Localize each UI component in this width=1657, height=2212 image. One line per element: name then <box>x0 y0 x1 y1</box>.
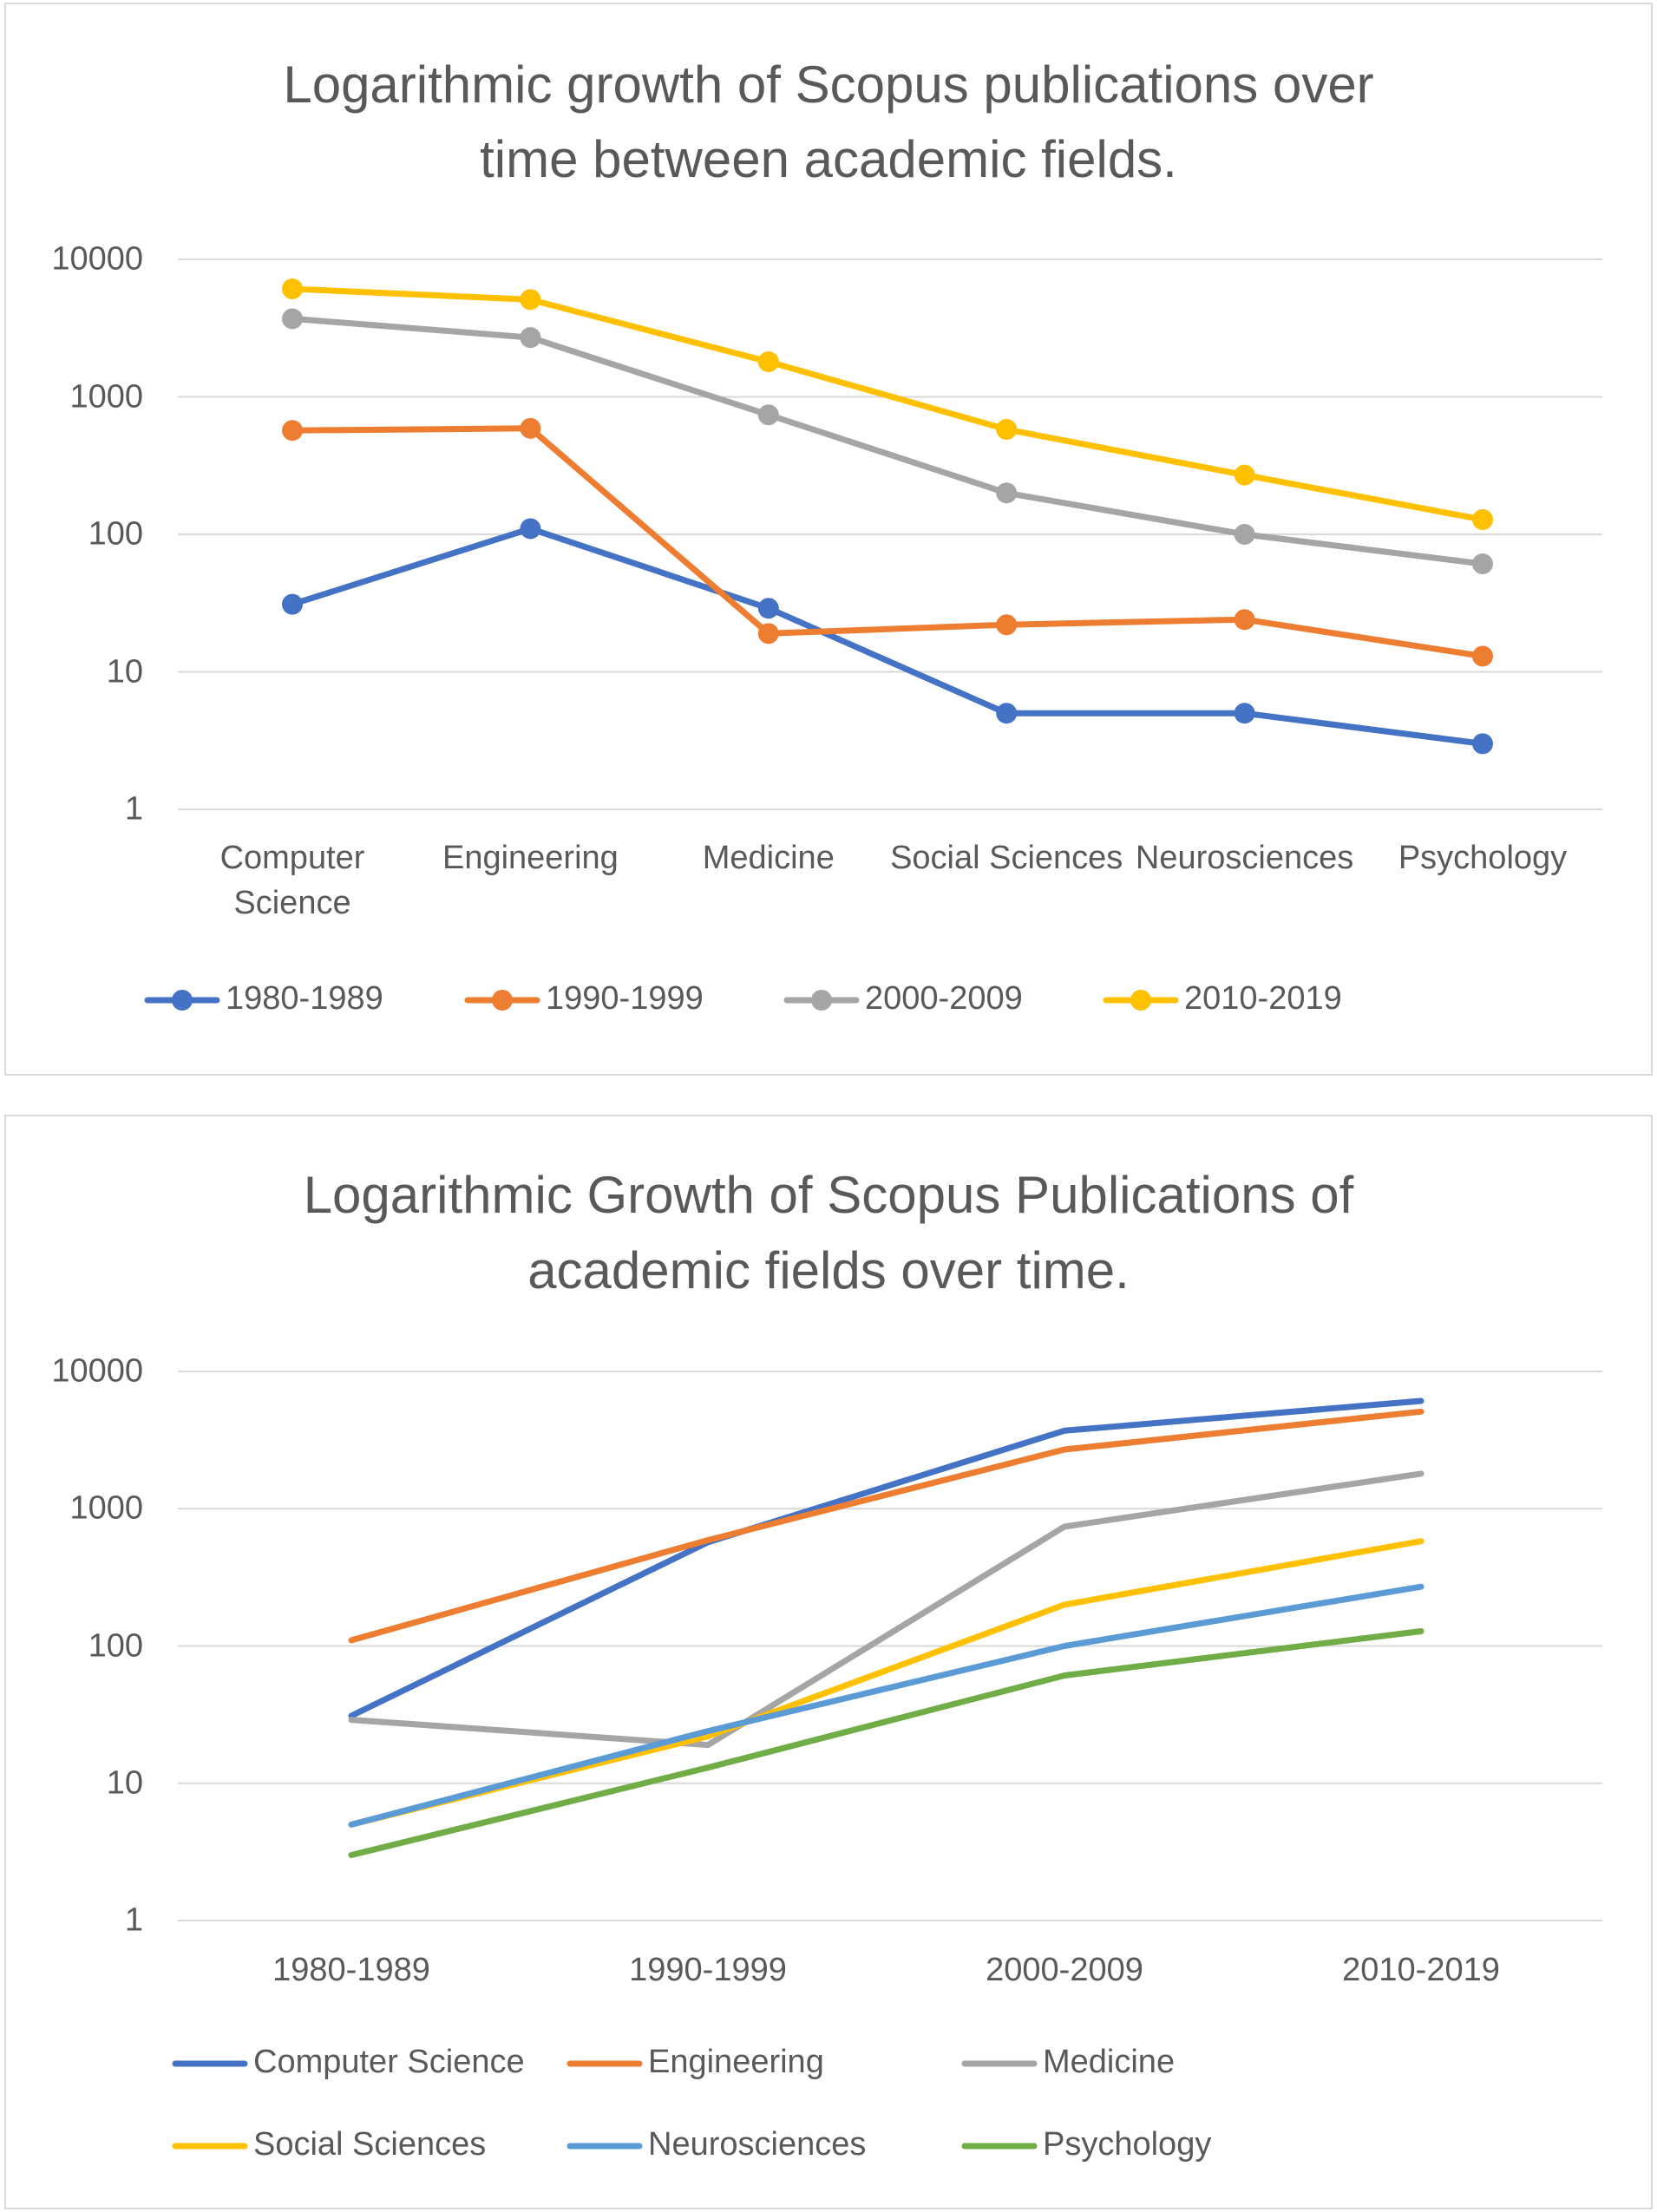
series-line-computer-science <box>348 1397 1424 1719</box>
y-tick-label: 1 <box>124 1901 143 1939</box>
data-point <box>520 417 541 439</box>
data-point <box>1234 703 1255 724</box>
y-tick-label: 1000 <box>69 378 143 415</box>
x-tick-label-line: Social Sciences <box>890 840 1123 876</box>
chart-panel-1: Logarithmic growth of Scopus publication… <box>4 3 1653 1076</box>
x-tick-label: 1980-1989 <box>230 1947 473 1993</box>
data-point <box>1472 509 1493 531</box>
series-line-medicine <box>348 1470 1424 1749</box>
x-tick-label: Computer Science <box>171 835 414 926</box>
x-tick-label: 2000-2009 <box>943 1947 1186 1993</box>
y-tick-label: 100 <box>88 515 143 553</box>
legend-marker <box>172 990 193 1011</box>
x-tick-label-line: Medicine <box>702 840 835 876</box>
x-tick-label-line: Psychology <box>1398 840 1568 876</box>
legend-label: Computer Science <box>253 2044 525 2080</box>
series-line-1980-1989 <box>289 525 1486 747</box>
series-line-2000-2009 <box>289 315 1486 567</box>
x-tick-label: Psychology <box>1361 835 1604 880</box>
data-point <box>996 614 1018 636</box>
y-tick-label: 10000 <box>51 1352 143 1390</box>
data-point <box>996 482 1018 504</box>
legend-marker <box>492 990 513 1011</box>
chart-plot-area <box>172 1371 1602 2150</box>
data-point <box>282 420 303 442</box>
data-point <box>282 278 303 300</box>
chart-title-line: academic fields over time. <box>527 1241 1130 1299</box>
data-point <box>757 404 779 426</box>
series-line-2010-2019 <box>289 285 1486 523</box>
data-point <box>520 518 541 540</box>
legend-marker <box>1130 990 1151 1011</box>
data-point <box>1234 609 1255 631</box>
chart-plot-area <box>144 259 1602 1011</box>
legend-label: Neurosciences <box>648 2126 867 2163</box>
x-tick-label-line: 1990-1999 <box>629 1952 787 1988</box>
y-tick-label: 1000 <box>69 1489 143 1527</box>
y-tick-label: 10 <box>106 1764 143 1802</box>
data-point <box>1234 464 1255 486</box>
data-point <box>1472 733 1493 755</box>
x-tick-label-line: 2000-2009 <box>986 1952 1143 1988</box>
y-tick-label: 10000 <box>51 240 143 278</box>
x-tick-label: Medicine <box>647 835 890 880</box>
x-tick-label-line: Science <box>233 885 351 921</box>
series-line-1990-1999 <box>289 425 1486 659</box>
chart-title-line: time between academic fields. <box>480 130 1177 188</box>
x-tick-label-line: 2010-2019 <box>1342 1952 1500 1988</box>
data-point <box>996 703 1018 724</box>
y-tick-label: 10 <box>106 653 143 690</box>
x-tick-label: Engineering <box>409 835 652 880</box>
x-tick-label-line: Engineering <box>442 840 619 876</box>
legend-label: Social Sciences <box>253 2126 487 2163</box>
series-line-neurosciences <box>348 1583 1424 1828</box>
data-point <box>520 327 541 349</box>
data-point <box>757 351 779 373</box>
series-line-engineering <box>348 1408 1424 1644</box>
data-point <box>996 418 1018 440</box>
legend-label: 1980-1989 <box>226 980 383 1017</box>
legend-label: Engineering <box>648 2044 824 2080</box>
chart-title-line: Logarithmic Growth of Scopus Publication… <box>303 1166 1354 1224</box>
legend-label: 1990-1999 <box>546 980 704 1017</box>
data-point <box>1472 645 1493 667</box>
legend-label: Psychology <box>1043 2126 1212 2163</box>
chart-panel-2: Logarithmic Growth of Scopus Publication… <box>4 1115 1653 2209</box>
legend-label: Medicine <box>1043 2044 1176 2080</box>
x-tick-label: 1990-1999 <box>586 1947 829 1993</box>
x-tick-label: Neurosciences <box>1123 835 1366 880</box>
legend-marker <box>811 990 832 1011</box>
y-tick-label: 100 <box>88 1627 143 1664</box>
data-point <box>282 593 303 615</box>
x-tick-label-line: Computer <box>219 840 365 876</box>
data-point <box>757 623 779 645</box>
x-tick-label: 2010-2019 <box>1300 1947 1542 1993</box>
x-tick-label: Social Sciences <box>885 835 1128 880</box>
legend-label: 2010-2019 <box>1184 980 1342 1017</box>
x-tick-label-line: 1980-1989 <box>272 1952 430 1988</box>
data-point <box>1472 553 1493 575</box>
data-point <box>757 598 779 619</box>
y-tick-label: 1 <box>124 790 143 828</box>
legend-label: 2000-2009 <box>865 980 1023 1017</box>
data-point <box>282 308 303 330</box>
series-line-psychology <box>348 1628 1424 1858</box>
x-tick-label-line: Neurosciences <box>1135 840 1354 876</box>
data-point <box>520 289 541 311</box>
data-point <box>1234 524 1255 545</box>
chart-title-line: Logarithmic growth of Scopus publication… <box>283 56 1374 114</box>
